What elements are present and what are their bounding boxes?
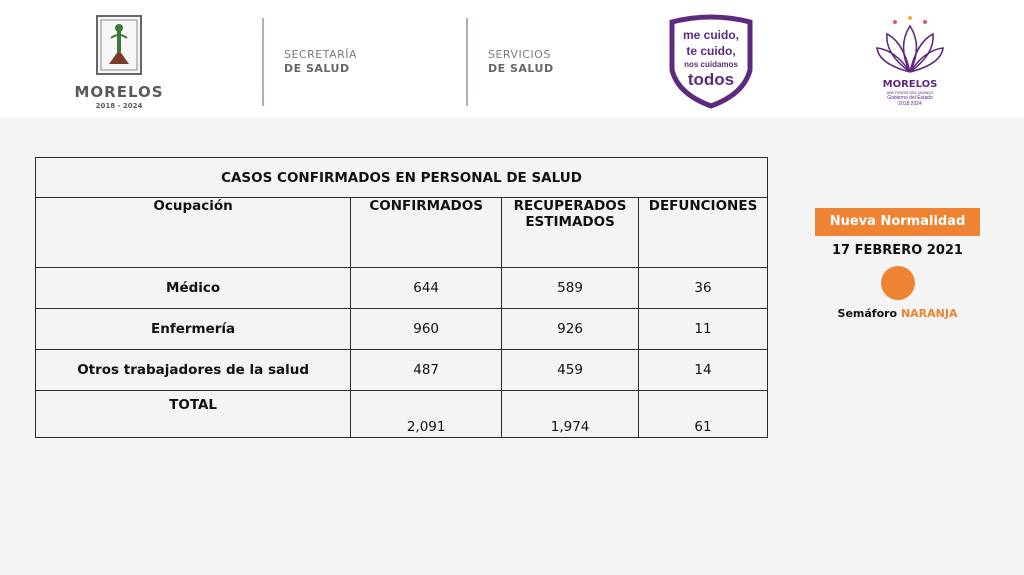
government-label: Gobierno del Estado [887, 95, 933, 101]
cell-recuperados: 589 [501, 267, 640, 309]
total-confirmados: 2,091 [350, 390, 503, 438]
table-title: CASOS CONFIRMADOS EN PERSONAL DE SALUD [35, 157, 768, 198]
cell-confirmados: 487 [350, 349, 503, 391]
secretaria-salud-label: SECRETARÍA DE SALUD [284, 48, 357, 76]
column-header-ocupacion: Ocupación [34, 197, 352, 268]
header-divider [262, 18, 264, 106]
state-shield-icon [96, 15, 142, 75]
table-row: Enfermería 960 926 11 [34, 308, 768, 350]
header: MORELOS 2018 - 2024 SECRETARÍA DE SALUD … [0, 0, 1024, 118]
org1-line1: SECRETARÍA [284, 48, 358, 61]
table-header-row: Ocupación CONFIRMADOS RECUPERADOS ESTIMA… [34, 197, 768, 268]
row-label: Enfermería [34, 308, 352, 350]
cell-defunciones: 14 [638, 349, 768, 391]
flower-icon [876, 16, 944, 73]
table-total-row: TOTAL 2,091 1,974 61 [34, 390, 768, 438]
column-header-confirmados: CONFIRMADOS [350, 197, 503, 268]
table-row: Otros trabajadores de la salud 487 459 1… [34, 349, 768, 391]
cell-defunciones: 11 [638, 308, 768, 350]
government-years: 2018 2024 [898, 101, 922, 107]
org2-line1: SERVICIOS [488, 48, 551, 61]
semaforo-indicator-icon [881, 266, 915, 300]
total-defunciones: 61 [638, 390, 768, 438]
org1-line2: DE SALUD [284, 62, 350, 75]
campaign-shield-icon [669, 14, 753, 109]
table-row: Médico 644 589 36 [34, 267, 768, 309]
badge-line4: todos [687, 70, 735, 89]
report-date: 17 FEBRERO 2021 [832, 243, 963, 258]
government-logo: MORELOS ANFITRIÓN DEL MUNDO Gobierno del… [862, 14, 958, 107]
badge-line1: me cuido, [682, 28, 739, 42]
semaforo-label: Semáforo [837, 307, 898, 320]
cases-table: CASOS CONFIRMADOS EN PERSONAL DE SALUD O… [34, 157, 768, 438]
semaforo-value: NARANJA [900, 307, 958, 320]
cell-recuperados: 459 [501, 349, 640, 391]
org2-line2: DE SALUD [488, 62, 554, 75]
government-name: MORELOS [882, 79, 938, 90]
header-divider [466, 18, 468, 106]
column-header-defunciones: DEFUNCIONES [638, 197, 768, 268]
servicios-salud-label: SERVICIOS DE SALUD [488, 48, 554, 76]
badge-line3: nos cuidamos [684, 60, 738, 69]
campaign-badge: me cuido, te cuido, nos cuidamos todos [668, 14, 754, 110]
state-name: MORELOS [74, 83, 164, 101]
row-label: Otros trabajadores de la salud [34, 349, 352, 391]
state-logo: MORELOS 2018 - 2024 [74, 14, 164, 110]
government-tagline: ANFITRIÓN DEL MUNDO [886, 90, 934, 95]
semaforo-status: Semáforo NARANJA [815, 307, 980, 320]
cell-confirmados: 960 [350, 308, 503, 350]
total-recuperados: 1,974 [501, 390, 640, 438]
total-label: TOTAL [34, 390, 352, 438]
badge-line2: te cuido, [686, 44, 736, 58]
row-label: Médico [34, 267, 352, 309]
column-header-recuperados: RECUPERADOS ESTIMADOS [501, 197, 640, 268]
cell-defunciones: 36 [638, 267, 768, 309]
state-years: 2018 - 2024 [95, 102, 143, 110]
cell-recuperados: 926 [501, 308, 640, 350]
nueva-normalidad-banner: Nueva Normalidad [815, 208, 980, 236]
cell-confirmados: 644 [350, 267, 503, 309]
